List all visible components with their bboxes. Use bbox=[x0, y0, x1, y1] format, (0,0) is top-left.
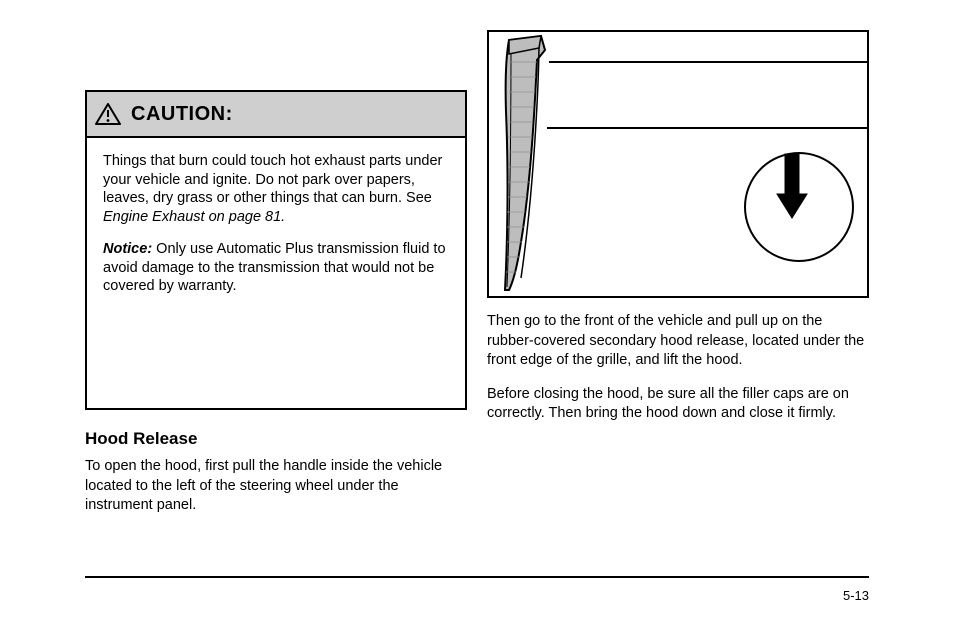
hood-release-figure bbox=[487, 30, 869, 298]
caution-box: CAUTION: Things that burn could touch ho… bbox=[85, 90, 467, 410]
caution-notice-text: Only use Automatic Plus transmission flu… bbox=[103, 241, 446, 294]
hood-release-heading: Hood Release bbox=[85, 428, 467, 451]
page-root: CAUTION: Things that burn could touch ho… bbox=[0, 0, 954, 636]
left-column: Hood Release To open the hood, first pul… bbox=[85, 428, 467, 516]
right-paragraph-2: Before closing the hood, be sure all the… bbox=[487, 385, 869, 424]
hood-release-text: To open the hood, first pull the handle … bbox=[85, 457, 467, 516]
caution-title-bar: CAUTION: bbox=[87, 92, 465, 138]
caution-p1-reference: Engine Exhaust on page 81. bbox=[103, 209, 285, 225]
caution-notice: Notice: Only use Automatic Plus transmis… bbox=[103, 240, 449, 296]
caution-notice-head: Notice: bbox=[103, 241, 152, 257]
footer-rule bbox=[85, 576, 869, 578]
page-number: 5-13 bbox=[843, 588, 869, 603]
right-column: Then go to the front of the vehicle and … bbox=[487, 312, 869, 438]
caution-body: Things that burn could touch hot exhaust… bbox=[87, 138, 465, 326]
right-paragraph-1: Then go to the front of the vehicle and … bbox=[487, 312, 869, 371]
caution-paragraph-1: Things that burn could touch hot exhaust… bbox=[103, 152, 449, 226]
caution-title: CAUTION: bbox=[131, 103, 233, 126]
caution-p1-text: Things that burn could touch hot exhaust… bbox=[103, 153, 442, 206]
warning-triangle-icon bbox=[95, 103, 121, 125]
